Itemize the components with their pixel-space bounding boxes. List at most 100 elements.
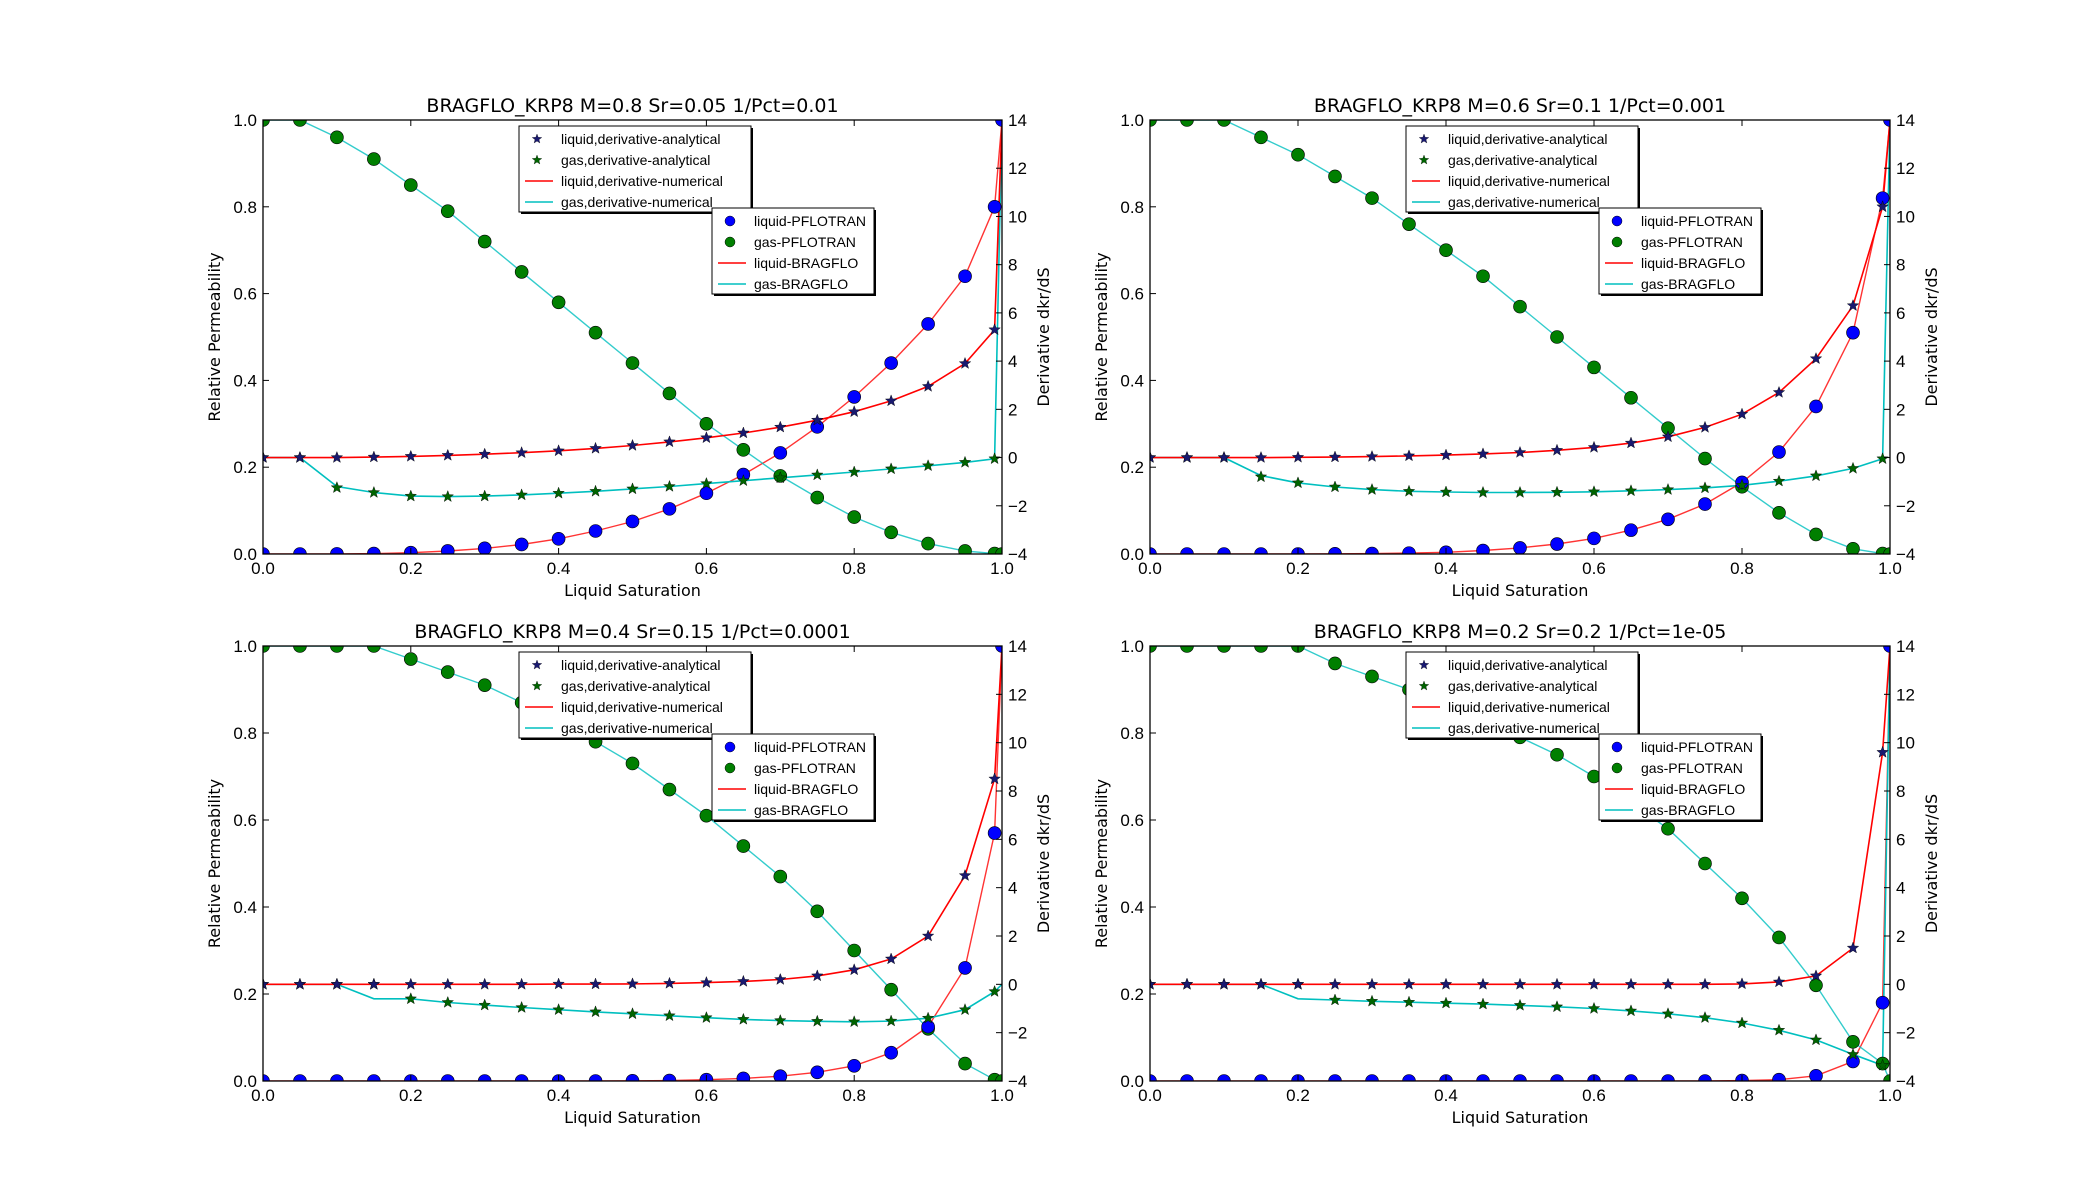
liquid-pflotran-point	[1587, 531, 1601, 546]
gas-pflotran-point	[1217, 120, 1231, 127]
subplot-title: BRAGFLO_KRP8 M=0.2 Sr=0.2 1/Pct=1e-05	[1314, 621, 1727, 643]
legend-label: gas,derivative-analytical	[561, 678, 710, 694]
gas-derivative-analytical-point	[810, 468, 824, 481]
gas-derivative-analytical-point	[552, 1003, 565, 1016]
gas-derivative-analytical-point	[1291, 476, 1305, 489]
x-axis-label: Liquid Saturation	[1452, 581, 1589, 600]
axes-frame	[262, 645, 1003, 1082]
liquid-derivative-analytical-point	[441, 977, 455, 990]
legend-star-icon	[1418, 659, 1430, 670]
legend-derivatives: liquid,derivative-analytical gas,derivati…	[1405, 125, 1640, 214]
legend-label: liquid-PFLOTRAN	[1641, 739, 1753, 755]
legend-dot-icon	[1611, 762, 1623, 774]
y-tick-label: 1.0	[233, 111, 257, 130]
y-tick-label: 1.0	[1120, 637, 1144, 656]
gas-pflotran-point	[477, 678, 492, 692]
liquid-derivative-analytical-point	[1735, 407, 1749, 420]
gas-derivative-analytical-point	[1876, 452, 1889, 465]
gas-derivative-analytical-point	[1365, 994, 1379, 1007]
gas-derivative-analytical-point	[1661, 483, 1675, 495]
liquid-derivative-numerical-line	[1150, 120, 1890, 459]
liquid-pflotran-point	[987, 826, 1002, 840]
liquid-pflotran-point	[1661, 1074, 1675, 1081]
gas-derivative-analytical-point	[1439, 485, 1453, 498]
legend-derivatives: liquid,derivative-analytical gas,derivati…	[518, 125, 753, 214]
gas-pflotran-point	[1883, 547, 1890, 554]
gas-derivative-analytical-point	[847, 1015, 861, 1028]
gas-pflotran-point	[551, 295, 566, 310]
x-tick-label: 0.8	[842, 559, 866, 578]
gas-derivative-analytical-point	[404, 489, 418, 502]
gas-pflotran-point	[440, 204, 455, 218]
y2-tick-label: 0	[1896, 975, 1905, 994]
liquid-derivative-analytical-point	[1624, 977, 1638, 990]
x-tick-label: 0.0	[251, 1086, 275, 1105]
gas-derivative-analytical-point	[441, 995, 455, 1008]
liquid-derivative-analytical-point	[921, 929, 935, 942]
gas-pflotran-point	[625, 756, 640, 771]
y2-tick-label: 10	[1008, 207, 1027, 226]
y2-tick-label: 14	[1896, 111, 1915, 130]
liquid-derivative-analytical-point	[1624, 436, 1638, 449]
liquid-pflotran-point	[293, 547, 307, 554]
liquid-derivative-analytical-point	[1846, 299, 1860, 311]
gas-derivative-analytical-point	[515, 488, 528, 501]
liquid-derivative-analytical-point	[515, 977, 528, 990]
legend-star-icon	[531, 659, 543, 670]
gas-pflotran-point	[810, 904, 825, 919]
y2-tick-label: 2	[1896, 927, 1905, 946]
gas-derivative-analytical-point	[1624, 1004, 1638, 1017]
liquid-derivative-analytical-point	[626, 977, 639, 990]
y-tick-label: 0.2	[1120, 458, 1144, 477]
liquid-pflotran-point	[1550, 537, 1564, 551]
y2-axis-label: Derivative dkr/dS	[1922, 267, 1941, 406]
gas-derivative-analytical-point	[1772, 1023, 1786, 1036]
legend-star-icon	[1418, 154, 1430, 165]
gas-derivative-analytical-point	[330, 481, 344, 493]
liquid-derivative-numerical-line	[1150, 646, 1890, 986]
gas-bragflo-line	[263, 120, 1002, 554]
x-tick-label: 0.0	[1138, 1086, 1162, 1105]
liquid-pflotran-point	[514, 537, 529, 552]
gas-derivative-analytical-point	[921, 459, 935, 472]
liquid-derivative-analytical-point	[330, 977, 344, 990]
plot-area	[1150, 120, 1890, 554]
liquid-pflotran-point	[263, 1074, 270, 1081]
liquid-derivative-analytical-point	[988, 772, 1001, 785]
liquid-derivative-analytical-point	[515, 446, 528, 459]
liquid-derivative-analytical-point	[1150, 977, 1157, 990]
x-axis-label: Liquid Saturation	[564, 1108, 701, 1127]
y2-tick-label: 2	[1896, 400, 1905, 419]
gas-pflotran-point	[1846, 541, 1860, 554]
gas-pflotran-point	[1698, 856, 1712, 871]
gas-derivative-analytical-point	[1846, 1047, 1860, 1060]
gas-derivative-analytical-point	[1587, 485, 1601, 498]
axes-frame	[1149, 645, 1891, 1082]
gas-pflotran-point	[995, 547, 1002, 554]
gas-pflotran-point	[662, 386, 677, 401]
liquid-pflotran-point	[1402, 546, 1416, 554]
gas-derivative-analytical-point	[663, 1009, 676, 1022]
y2-tick-label: −2	[1896, 1024, 1915, 1043]
gas-pflotran-point	[1809, 527, 1823, 542]
liquid-derivative-analytical-point	[1661, 977, 1675, 990]
gas-pflotran-point	[995, 1074, 1002, 1081]
legend-label: liquid,derivative-numerical	[1448, 699, 1610, 715]
gas-derivative-analytical-point	[1513, 998, 1527, 1011]
gas-derivative-analytical-point	[663, 479, 676, 492]
liquid-derivative-analytical-point	[1180, 977, 1194, 990]
gas-pflotran-point	[1698, 451, 1712, 466]
gas-derivative-analytical-point	[404, 992, 418, 1005]
gas-pflotran-point	[1328, 656, 1342, 671]
gas-derivative-analytical-point	[1876, 1058, 1889, 1071]
liquid-pflotran-point	[1180, 1074, 1194, 1081]
gas-derivative-analytical-point	[1809, 469, 1823, 482]
y2-tick-label: 6	[1896, 830, 1905, 849]
x-tick-label: 0.0	[251, 559, 275, 578]
gas-pflotran-point	[330, 646, 344, 653]
liquid-derivative-analytical-point	[441, 448, 455, 461]
x-tick-label: 0.6	[1582, 559, 1606, 578]
gas-pflotran-point	[1587, 360, 1601, 375]
gas-pflotran-point	[847, 510, 862, 524]
gas-derivative-analytical-point	[1439, 996, 1453, 1009]
